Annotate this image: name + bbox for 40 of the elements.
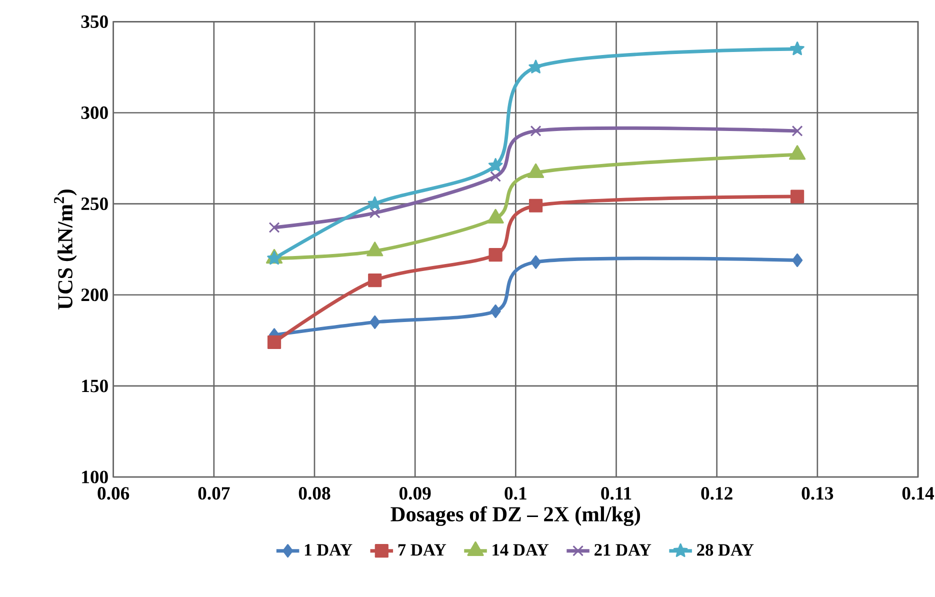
point [530,125,542,136]
point [790,42,804,56]
x-tick-label: 0.11 [601,487,632,500]
y-tick-label: 250 [81,197,108,210]
x-tick-label: 0.12 [701,487,732,500]
x-tick-label: 0.09 [399,487,431,500]
y-tick-label: 150 [82,380,108,392]
legend-label: 21 DAY [594,544,652,556]
point [267,335,282,350]
point [490,304,501,318]
legend-label: 14 DAY [492,544,549,556]
point [488,158,503,172]
x-tick-label: 0.1 [504,487,526,500]
point [268,222,280,233]
x-tick-label: 0.08 [298,487,330,500]
point [368,273,382,288]
y-tick-label: 350 [81,15,108,28]
point [528,198,543,212]
x-tick-label: 0.06 [98,487,130,500]
point [530,255,542,269]
y-axis-title: UCS (kN/m$^{2}$) [54,190,77,310]
x-axis-title: Dosages of DZ – 2X (ml/kg) [390,506,640,526]
y-tick-label: 200 [81,288,108,302]
point [792,253,803,268]
point [490,170,502,182]
x-tick-label: 0.07 [198,487,230,500]
point [790,190,804,204]
point [528,60,543,74]
point [368,196,382,210]
y-tick-label: 100 [82,470,108,484]
point [792,125,803,136]
legend-label: 28 DAY [697,544,754,556]
x-tick-label: 0.14 [902,487,934,500]
x-tick-label: 0.13 [802,487,834,500]
point [369,207,380,218]
y-tick-label: 300 [81,106,108,120]
legend-label: 7 DAY [398,544,446,556]
point [370,315,380,329]
legend-label: 1 DAY [304,544,352,556]
point [488,248,502,262]
